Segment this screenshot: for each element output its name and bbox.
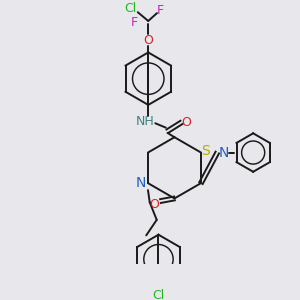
Text: NH: NH (135, 115, 154, 128)
Text: F: F (157, 4, 164, 17)
Text: S: S (201, 144, 210, 158)
Text: Cl: Cl (152, 290, 165, 300)
Text: N: N (136, 176, 146, 190)
Text: O: O (143, 34, 153, 47)
Text: O: O (181, 116, 191, 129)
Text: Cl: Cl (124, 2, 137, 15)
Text: O: O (149, 198, 159, 211)
Text: F: F (131, 16, 138, 29)
Text: N: N (219, 146, 230, 160)
